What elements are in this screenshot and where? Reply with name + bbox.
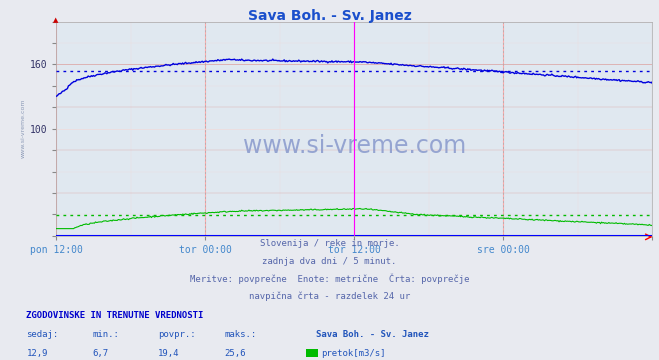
Text: sedaj:: sedaj: [26,330,59,339]
Text: www.si-vreme.com: www.si-vreme.com [243,134,466,158]
Text: maks.:: maks.: [224,330,256,339]
Text: pretok[m3/s]: pretok[m3/s] [322,349,386,358]
Text: min.:: min.: [92,330,119,339]
Text: 19,4: 19,4 [158,349,180,358]
Text: ▲: ▲ [53,17,59,23]
Text: Slovenija / reke in morje.: Slovenija / reke in morje. [260,239,399,248]
Text: Sava Boh. - Sv. Janez: Sava Boh. - Sv. Janez [316,330,429,339]
Text: 6,7: 6,7 [92,349,108,358]
Text: navpična črta - razdelek 24 ur: navpična črta - razdelek 24 ur [249,291,410,301]
Text: zadnja dva dni / 5 minut.: zadnja dva dni / 5 minut. [262,257,397,266]
Text: 25,6: 25,6 [224,349,246,358]
Text: ZGODOVINSKE IN TRENUTNE VREDNOSTI: ZGODOVINSKE IN TRENUTNE VREDNOSTI [26,311,204,320]
Text: Meritve: povprečne  Enote: metrične  Črta: povprečje: Meritve: povprečne Enote: metrične Črta:… [190,274,469,284]
Text: 12,9: 12,9 [26,349,48,358]
Text: www.si-vreme.com: www.si-vreme.com [20,99,26,158]
Text: povpr.:: povpr.: [158,330,196,339]
Text: Sava Boh. - Sv. Janez: Sava Boh. - Sv. Janez [248,9,411,23]
